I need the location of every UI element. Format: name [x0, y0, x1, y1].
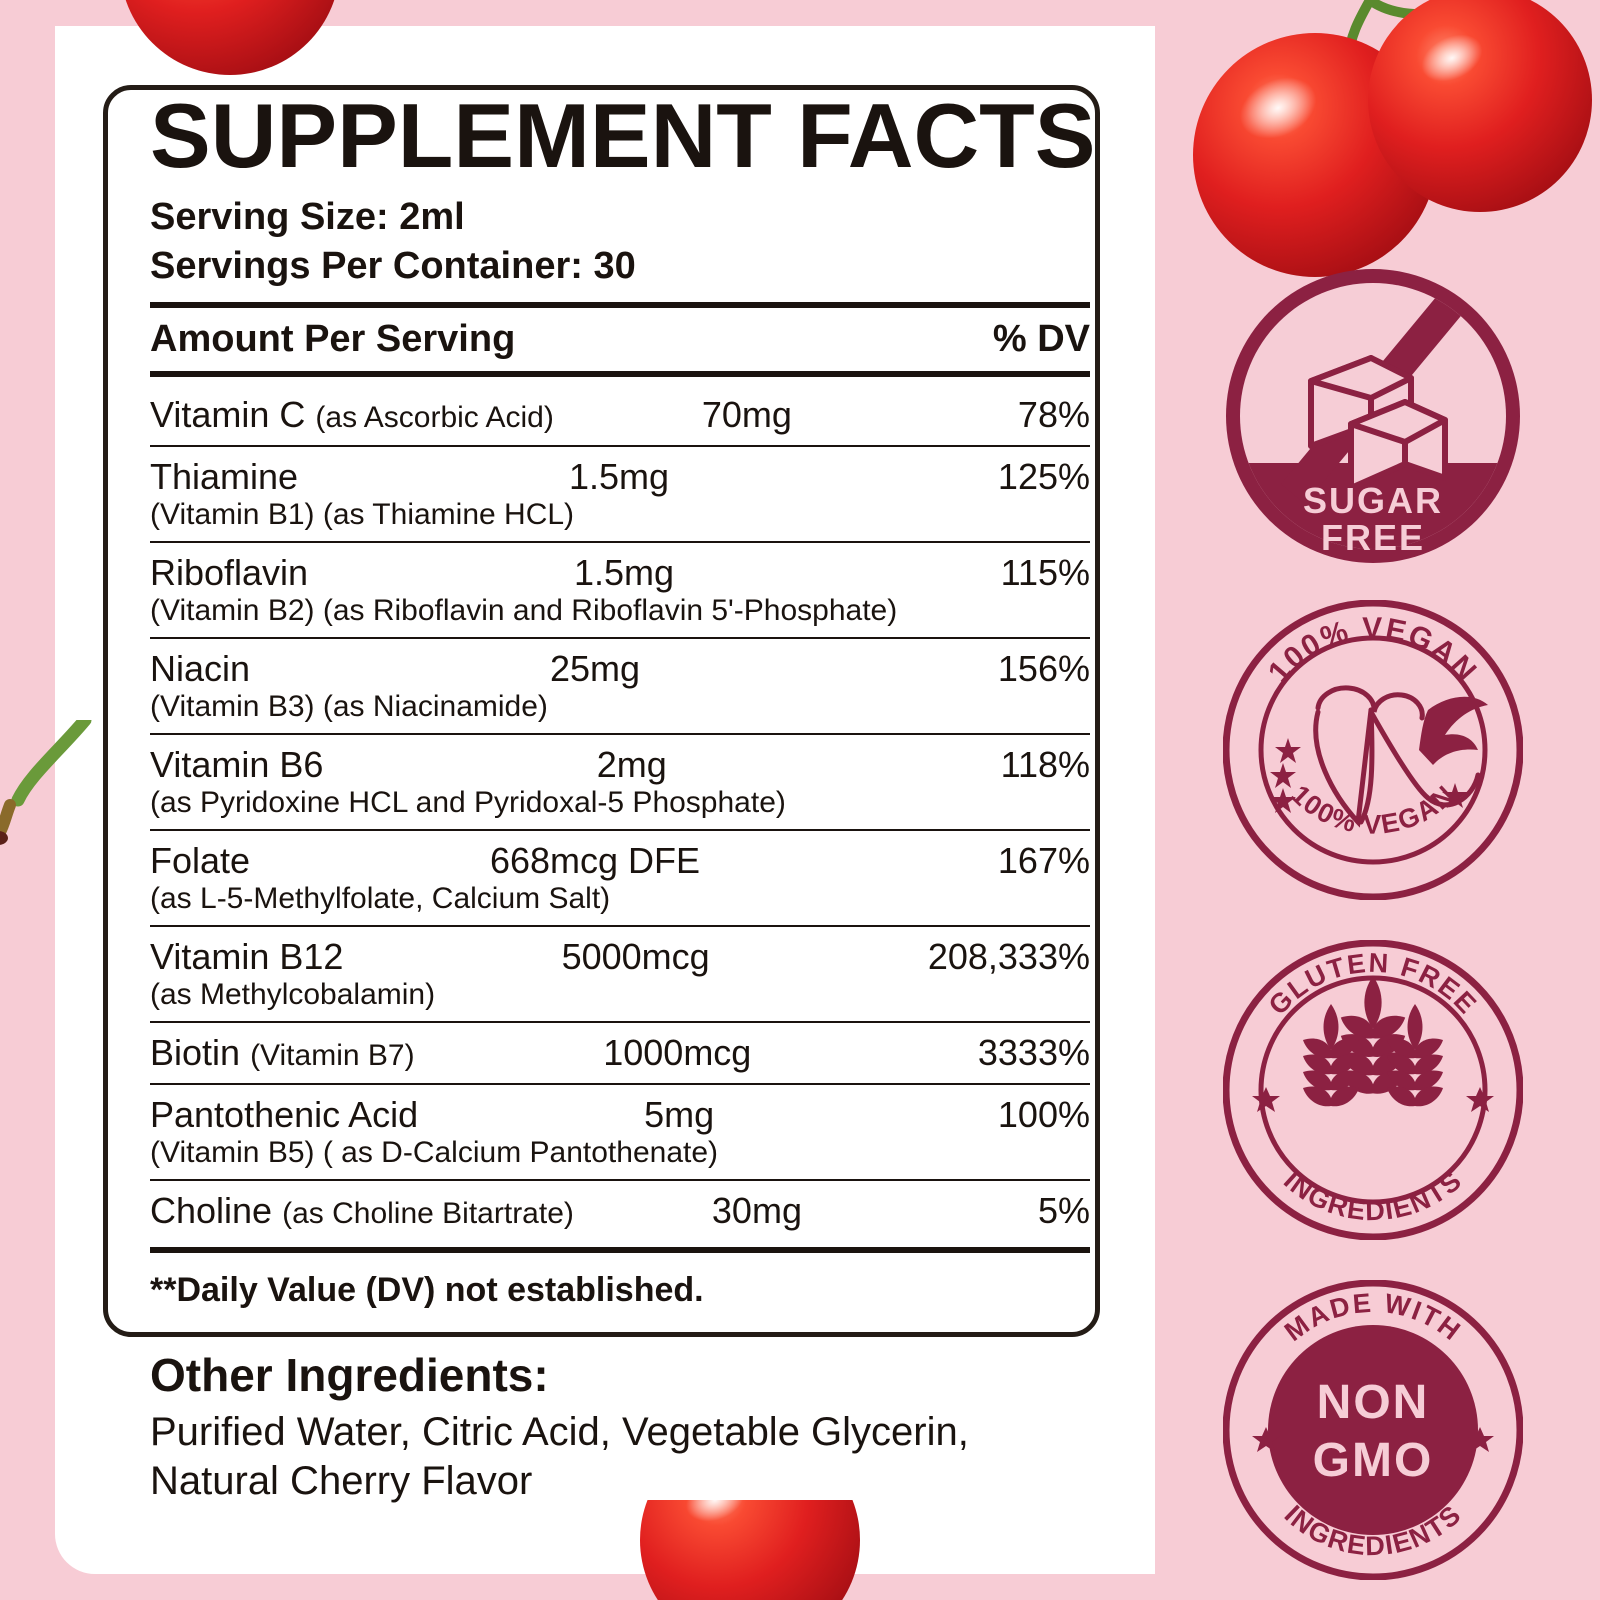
- svg-text:INGREDIENTS: INGREDIENTS: [1278, 1165, 1468, 1226]
- svg-text:GMO: GMO: [1313, 1434, 1434, 1487]
- svg-text:100% VEGAN: 100% VEGAN: [1285, 779, 1461, 840]
- svg-text:FREE: FREE: [1321, 517, 1425, 558]
- svg-text:SUGAR: SUGAR: [1303, 480, 1443, 521]
- svg-text:NON: NON: [1317, 1376, 1430, 1429]
